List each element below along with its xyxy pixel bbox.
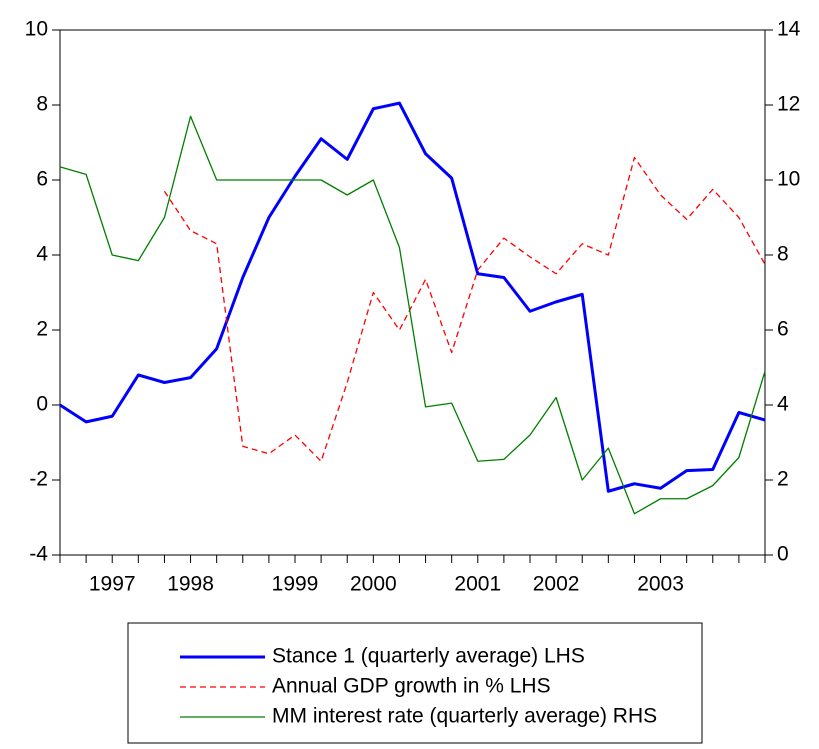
x-tick-label: 2000 bbox=[350, 573, 397, 596]
x-tick-label: 1999 bbox=[272, 573, 319, 596]
y2-tick-label: 12 bbox=[777, 93, 800, 116]
y-tick-label: 2 bbox=[36, 318, 48, 341]
y-tick-label: 10 bbox=[25, 18, 48, 41]
x-tick-label: 1997 bbox=[89, 573, 136, 596]
y-tick-label: -4 bbox=[29, 543, 48, 566]
x-tick-label: 1998 bbox=[167, 573, 214, 596]
y-tick-label: 8 bbox=[36, 93, 48, 116]
y-tick-label: -2 bbox=[29, 468, 48, 491]
series-line bbox=[163, 156, 766, 462]
x-tick-label: 2002 bbox=[533, 573, 580, 596]
y2-tick-label: 2 bbox=[777, 468, 789, 491]
legend-box bbox=[127, 622, 703, 744]
y-tick-label: 4 bbox=[36, 243, 48, 266]
series-line bbox=[59, 115, 766, 515]
legend-label: Stance 1 (quarterly average) LHS bbox=[272, 645, 585, 668]
y2-tick-label: 0 bbox=[777, 543, 789, 566]
y2-tick-label: 10 bbox=[777, 168, 800, 191]
y2-tick-label: 4 bbox=[777, 393, 789, 416]
legend-label: Annual GDP growth in % LHS bbox=[272, 675, 551, 698]
legend-label: MM interest rate (quarterly average) RHS bbox=[272, 705, 657, 728]
y2-tick-label: 6 bbox=[777, 318, 789, 341]
series-line bbox=[59, 101, 766, 493]
x-tick-label: 2003 bbox=[637, 573, 684, 596]
y2-tick-label: 8 bbox=[777, 243, 789, 266]
y-tick-label: 6 bbox=[36, 168, 48, 191]
x-tick-label: 2001 bbox=[454, 573, 501, 596]
y2-tick-label: 14 bbox=[777, 18, 801, 41]
y-tick-label: 0 bbox=[36, 393, 48, 416]
plot-frame bbox=[59, 29, 766, 556]
